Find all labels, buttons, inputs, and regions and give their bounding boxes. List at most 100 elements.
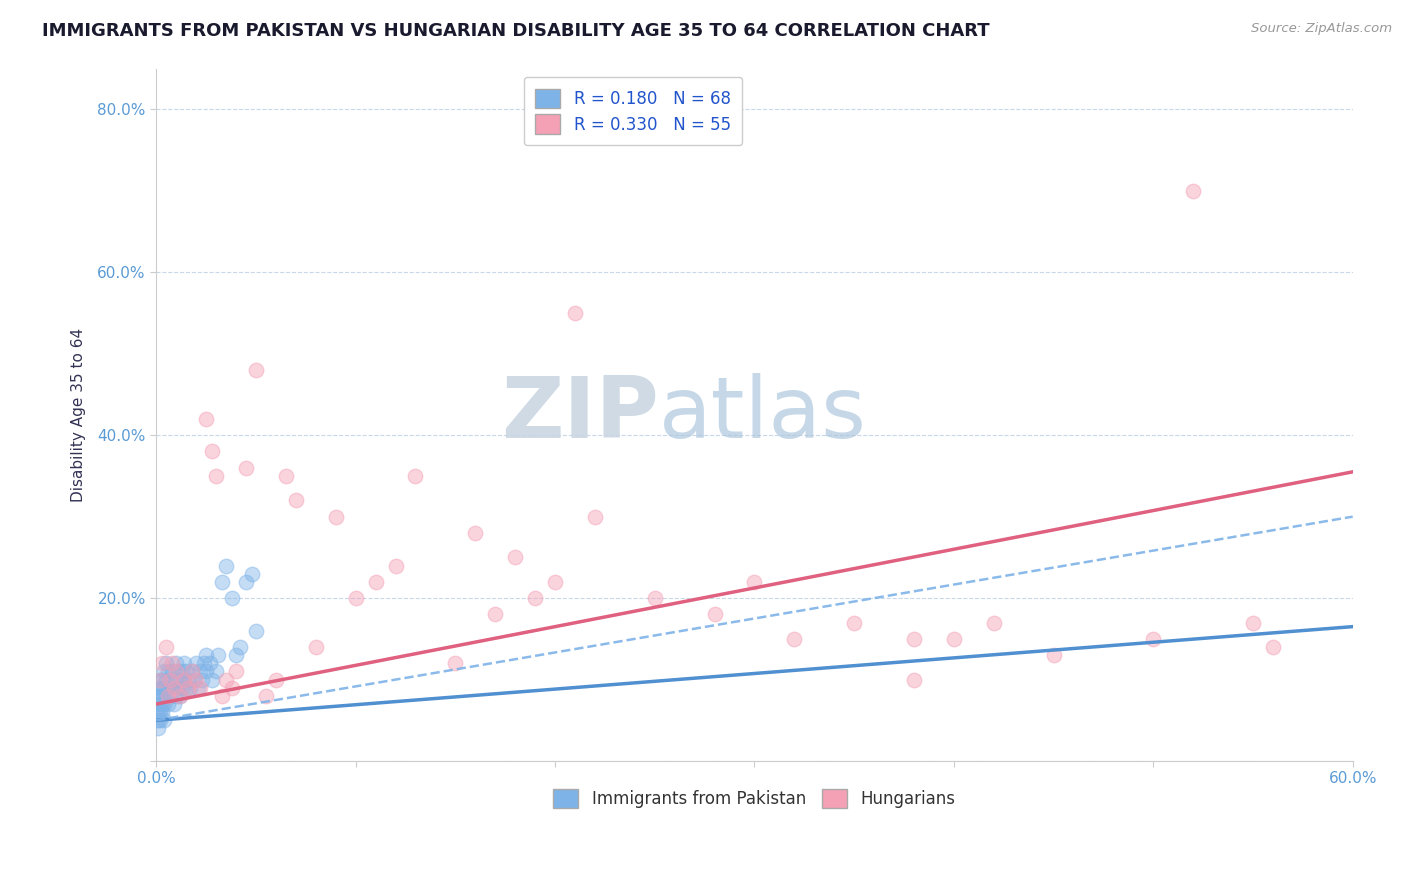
Point [165,689,187,703]
Point [942,632,965,646]
Point [191,673,214,687]
Point [167,681,190,695]
Text: ZIP: ZIP [501,373,659,457]
Point [844,615,866,630]
Point [201,673,224,687]
Point [201,444,224,458]
Point [240,566,263,581]
Point [644,591,666,606]
Point [173,673,195,687]
Point [245,363,267,377]
Point [149,689,172,703]
Point [149,673,172,687]
Point [344,591,367,606]
Point [155,640,177,654]
Point [187,681,209,695]
Point [169,673,191,687]
Point [744,574,766,589]
Point [235,460,257,475]
Point [155,673,177,687]
Point [1182,184,1205,198]
Point [524,591,547,606]
Point [177,681,200,695]
Point [544,574,567,589]
Point [163,681,186,695]
Text: atlas: atlas [659,373,866,457]
Point [245,624,267,638]
Point [159,673,181,687]
Point [155,657,177,671]
Point [221,591,243,606]
Point [195,648,218,662]
Point [173,673,195,687]
Point [1042,648,1064,662]
Point [183,673,205,687]
Point [157,697,180,711]
Point [153,697,176,711]
Point [172,665,194,679]
Point [155,689,177,703]
Point [160,657,183,671]
Point [188,665,211,679]
Point [150,697,173,711]
Point [503,550,526,565]
Point [364,574,387,589]
Point [186,673,208,687]
Point [195,412,218,426]
Point [163,681,186,695]
Point [583,509,606,524]
Point [264,673,287,687]
Point [157,681,180,695]
Point [1241,615,1264,630]
Point [205,665,228,679]
Point [284,493,307,508]
Point [305,640,328,654]
Point [186,657,208,671]
Point [211,689,233,703]
Point [484,607,506,622]
Point [157,665,180,679]
Point [215,558,238,573]
Point [148,722,170,736]
Point [181,665,204,679]
Point [150,673,173,687]
Point [384,558,406,573]
Point [149,673,172,687]
Point [165,673,187,687]
Point [159,689,181,703]
Point [167,665,190,679]
Point [564,306,586,320]
Point [149,714,172,728]
Point [153,681,176,695]
Point [181,665,204,679]
Point [150,681,173,695]
Point [195,665,218,679]
Point [159,673,181,687]
Point [903,673,925,687]
Point [153,665,176,679]
Point [174,681,197,695]
Point [150,657,173,671]
Point [235,574,257,589]
Y-axis label: Disability Age 35 to 64: Disability Age 35 to 64 [72,327,86,502]
Point [148,689,170,703]
Point [783,632,806,646]
Point [160,665,183,679]
Point [149,681,172,695]
Point [193,657,215,671]
Point [254,689,277,703]
Point [153,714,176,728]
Text: Source: ZipAtlas.com: Source: ZipAtlas.com [1251,22,1392,36]
Point [148,697,170,711]
Point [464,525,486,540]
Point [1261,640,1284,654]
Point [150,705,173,719]
Point [444,657,467,671]
Point [169,689,191,703]
Point [148,705,170,719]
Point [150,689,173,703]
Point [405,469,427,483]
Point [157,689,180,703]
Point [274,469,297,483]
Text: IMMIGRANTS FROM PAKISTAN VS HUNGARIAN DISABILITY AGE 35 TO 64 CORRELATION CHART: IMMIGRANTS FROM PAKISTAN VS HUNGARIAN DI… [42,22,990,40]
